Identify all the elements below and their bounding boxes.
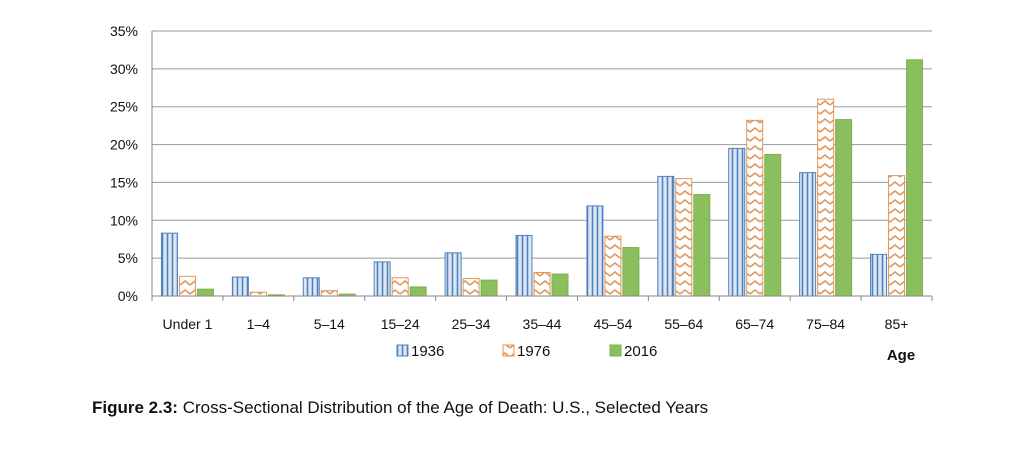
bar-1936	[160, 232, 178, 297]
bar-chart: 0% 5% 10% 15% 20% 25% 30% 35% Under 1 1–4 5–14 15–2…	[110, 23, 933, 364]
bar-1976	[675, 178, 693, 297]
x-tick-label: 15–24	[381, 316, 420, 332]
x-tick-label: 55–64	[664, 316, 703, 332]
figure-label: Figure 2.3:	[92, 398, 178, 417]
x-tick-label: 35–44	[523, 316, 562, 332]
y-tick-label: 5%	[118, 250, 138, 266]
x-tick-label: 5–14	[314, 316, 345, 332]
x-tick-label: 85+	[885, 316, 909, 332]
bar-2016	[835, 119, 853, 297]
bar-1976	[817, 98, 835, 297]
bar-1976	[533, 272, 551, 297]
bar-1976	[178, 275, 196, 297]
x-tick-label: 75–84	[806, 316, 845, 332]
bar-1936	[444, 252, 462, 297]
legend-swatch-1936	[396, 344, 409, 357]
bar-1976	[604, 235, 622, 297]
figure-caption: Figure 2.3: Cross-Sectional Distribution…	[92, 398, 708, 418]
bar-1936	[657, 175, 675, 297]
y-tick-label: 0%	[118, 288, 138, 304]
bar-1936	[515, 234, 533, 297]
bar-2016	[551, 273, 569, 297]
bar-1936	[302, 277, 320, 297]
bar-2016	[480, 279, 498, 297]
bar-1936	[586, 205, 604, 297]
x-tick-label: 25–34	[452, 316, 491, 332]
bar-1976	[320, 290, 338, 297]
x-tick-label: Under 1	[163, 316, 213, 332]
y-tick-label: 25%	[110, 99, 138, 115]
legend-label-1936: 1936	[411, 343, 444, 360]
bar-1976	[391, 277, 409, 297]
bar-1936	[799, 172, 817, 297]
y-tick-label: 15%	[110, 174, 138, 190]
legend-label-2016: 2016	[624, 343, 657, 360]
bar-1936	[231, 276, 249, 297]
bar-1936	[870, 253, 888, 297]
bar-2016	[693, 194, 711, 297]
legend: 1936 1976 2016	[396, 343, 657, 360]
bar-2016	[764, 153, 782, 297]
grid-lines	[152, 30, 932, 259]
bar-1976	[746, 119, 764, 297]
x-tick-label: 65–74	[735, 316, 774, 332]
y-tick-label: 35%	[110, 23, 138, 39]
legend-swatch-1976	[502, 344, 515, 357]
bar-1976	[462, 278, 480, 297]
bar-2016	[409, 286, 427, 297]
x-tick-label: 1–4	[247, 316, 271, 332]
legend-label-1976: 1976	[517, 343, 550, 360]
y-tick-label: 10%	[110, 212, 138, 228]
y-tick-label: 20%	[110, 137, 138, 153]
bars	[160, 59, 924, 297]
axes	[151, 31, 933, 301]
bar-1976	[249, 291, 267, 297]
figure-caption-text: Cross-Sectional Distribution of the Age …	[182, 398, 709, 417]
x-tick-label: 45–54	[593, 316, 632, 332]
bar-2016	[906, 59, 924, 297]
bar-1936	[728, 147, 746, 297]
bar-2016	[196, 288, 214, 297]
bar-2016	[622, 247, 640, 297]
legend-swatch-2016	[609, 344, 622, 357]
x-axis-title: Age	[887, 347, 915, 364]
bar-1976	[888, 175, 906, 297]
y-tick-label: 30%	[110, 61, 138, 77]
labels: 0% 5% 10% 15% 20% 25% 30% 35% Under 1 1–4 5–14 15–2…	[110, 23, 915, 364]
bar-1936	[373, 261, 391, 297]
